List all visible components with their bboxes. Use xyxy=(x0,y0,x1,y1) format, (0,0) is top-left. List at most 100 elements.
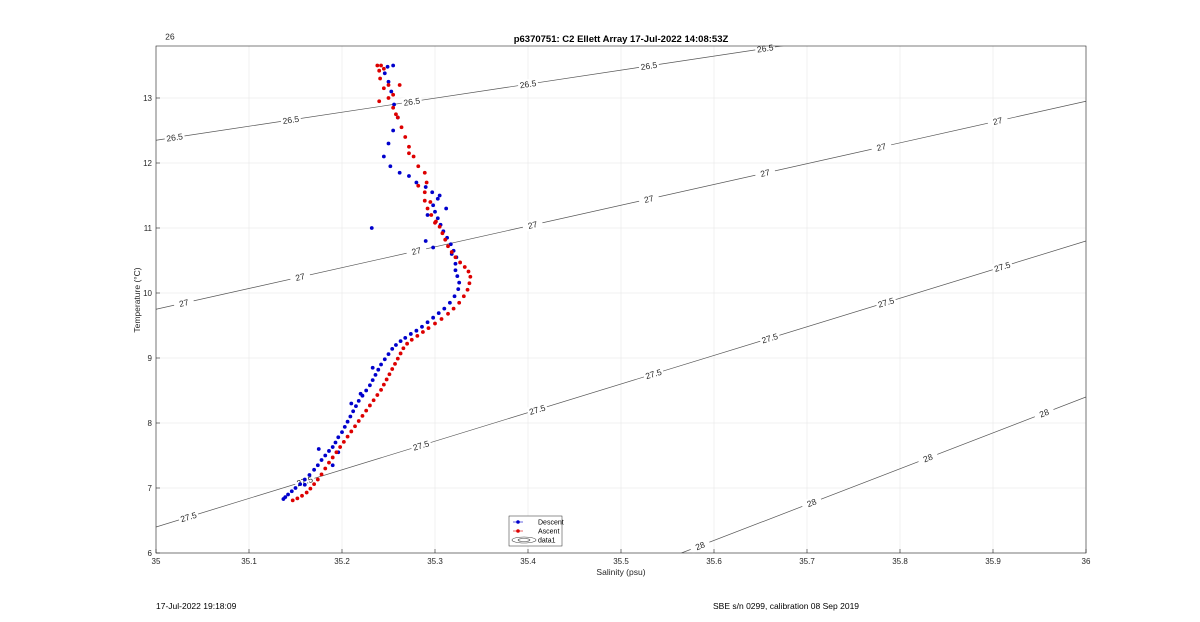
descent-point xyxy=(302,482,307,487)
isopycnal-label-bg xyxy=(986,113,1009,129)
descent-point xyxy=(388,164,393,169)
descent-point xyxy=(386,141,391,146)
isopycnal-label-bg xyxy=(177,509,200,525)
ascent-point xyxy=(381,86,386,91)
descent-point xyxy=(423,185,428,189)
descent-point xyxy=(356,399,361,403)
ascent-point xyxy=(386,83,391,87)
descent-point xyxy=(391,63,396,68)
ascent-point xyxy=(468,274,473,279)
isopycnal-line xyxy=(156,46,784,141)
isopycnal-label: 27.5 xyxy=(528,402,547,417)
y-axis-label: Temperature (°C) xyxy=(132,267,142,332)
series-ascent xyxy=(290,63,473,503)
ascent-point xyxy=(425,206,430,211)
ascent-point xyxy=(308,486,313,491)
y-tick-label: 9 xyxy=(148,354,153,363)
descent-point xyxy=(389,89,394,94)
ascent-point xyxy=(290,498,295,503)
isopycnal-label: 26.5 xyxy=(282,114,300,126)
descent-point xyxy=(425,213,430,217)
ascent-point xyxy=(416,183,421,188)
isopycnal-label: 27.5 xyxy=(760,331,779,346)
isopycnal-label-bg xyxy=(517,77,539,91)
isopycnal-label: 27.5 xyxy=(412,438,431,453)
descent-point xyxy=(369,226,374,230)
ascent-point xyxy=(323,466,328,471)
descent-point xyxy=(386,79,391,84)
ascent-point xyxy=(364,408,369,413)
isopycnal-label: 27 xyxy=(759,167,771,179)
ascent-point xyxy=(466,269,471,274)
isopycnal-label-bg xyxy=(754,165,777,181)
descent-point xyxy=(283,495,288,499)
descent-point xyxy=(431,315,436,320)
ascent-point xyxy=(381,382,386,387)
ascent-point xyxy=(409,337,414,342)
descent-point xyxy=(394,343,398,347)
descent-point xyxy=(381,154,386,159)
ascent-point xyxy=(315,477,320,482)
ascent-point xyxy=(433,220,437,225)
ascent-point xyxy=(394,112,398,117)
ascent-point xyxy=(465,287,470,292)
descent-point xyxy=(340,430,344,434)
isopycnal-label: 27 xyxy=(992,115,1004,127)
y-tick-label: 8 xyxy=(148,419,153,428)
descent-point xyxy=(379,362,383,367)
y-tick-label: 13 xyxy=(143,94,152,103)
x-tick-label: 35.7 xyxy=(799,557,815,566)
x-tick-label: 35.3 xyxy=(427,557,443,566)
ascent-point xyxy=(375,63,380,68)
descent-point xyxy=(448,242,453,247)
descent-point xyxy=(348,414,353,419)
descent-point xyxy=(315,463,320,468)
descent-point xyxy=(442,306,447,311)
descent-point xyxy=(342,425,347,429)
isopycnal-label-bg xyxy=(916,449,940,467)
descent-point xyxy=(452,294,457,299)
descent-point xyxy=(382,71,387,76)
descent-point xyxy=(437,193,442,198)
descent-point xyxy=(345,419,350,424)
isopycnal-label-bg xyxy=(800,494,823,512)
ascent-point xyxy=(437,224,442,229)
isopycnal-label-bg xyxy=(405,243,428,259)
descent-point xyxy=(435,196,440,201)
descent-point xyxy=(364,388,369,393)
ascent-point xyxy=(403,135,408,139)
descent-point xyxy=(414,328,419,333)
ascent-point xyxy=(379,63,383,68)
y-tick-label: 12 xyxy=(143,159,152,168)
y-tick-label: 7 xyxy=(148,484,153,493)
ascent-point xyxy=(304,490,309,495)
ascent-point xyxy=(433,321,437,326)
isopycnal-label: 28 xyxy=(694,539,707,552)
descent-point xyxy=(370,378,375,382)
isopycnal-label: 26.5 xyxy=(640,60,658,72)
data-points xyxy=(281,63,473,503)
legend[interactable]: Descent Ascent data1 xyxy=(508,515,564,547)
ascent-point xyxy=(378,76,383,81)
isopycnal-label: 27 xyxy=(178,297,190,309)
isopycnal-label-bg xyxy=(688,537,712,555)
footer-calibration: SBE s/n 0299, calibration 08 Sep 2019 xyxy=(713,601,860,611)
descent-point xyxy=(397,170,402,175)
descent-point xyxy=(408,332,413,336)
isopycnal-label: 26.5 xyxy=(519,78,537,90)
ascent-point xyxy=(371,398,376,403)
ascent-point xyxy=(424,180,429,185)
descent-point xyxy=(368,383,372,388)
ascent-point xyxy=(407,151,411,156)
descent-point xyxy=(447,300,452,305)
isopycnal-label: 27 xyxy=(876,141,888,153)
descent-point xyxy=(385,64,390,69)
descent-point xyxy=(453,268,458,273)
descent-point xyxy=(336,435,341,440)
descent-point xyxy=(330,445,335,449)
x-tick-label: 35.2 xyxy=(334,557,350,566)
ascent-point xyxy=(401,346,406,351)
ascent-point xyxy=(391,105,396,110)
x-axis-label: Salinity (psu) xyxy=(596,567,645,577)
descent-point xyxy=(431,203,436,208)
